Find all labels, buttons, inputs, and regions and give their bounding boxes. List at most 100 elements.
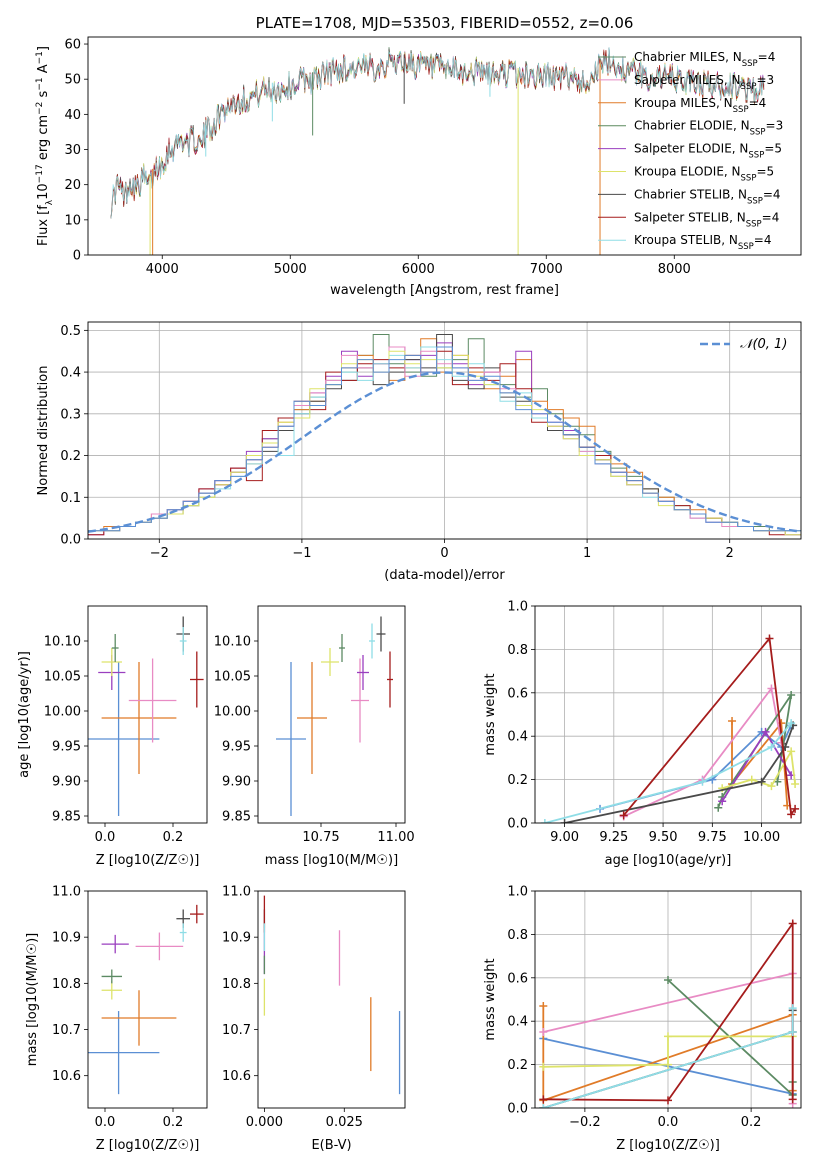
x-tick-label: 5000 (274, 262, 307, 277)
legend-label-sub: SSP (742, 59, 758, 69)
mass-weight-vs-age-panel: 9.00 9.25 9.50 9.75 10.00 0.0 0.2 0.4 0.6 0.8 1.0 a… (483, 600, 802, 868)
y-tick-label: 1.0 (507, 600, 528, 615)
x-tick-label: 6000 (402, 262, 435, 277)
legend-label: Kroupa MILES, NSSP=4 (634, 96, 766, 115)
y-tick-label: 0.0 (60, 533, 81, 548)
y-tick-label: 0.2 (507, 1058, 528, 1073)
y-tick-label: 0.8 (507, 643, 528, 658)
y-tick-label: 10.05 (214, 670, 251, 685)
legend-label-main: Salpeter ELODIE, N (634, 142, 748, 156)
y-axis-label: mass weight (483, 958, 498, 1040)
errorbar-plot-area (88, 616, 204, 816)
weight-marker (791, 779, 800, 788)
x-tick-label: 2 (726, 546, 734, 561)
spectrum-panel: 4000 5000 6000 7000 8000 0 10 20 30 40 50 60 PLATE=1… (35, 14, 802, 298)
weight-marker (765, 634, 774, 643)
legend-label: Kroupa ELODIE, NSSP=5 (634, 165, 774, 184)
legend-label-sub: SSP (746, 219, 762, 229)
y-tick-label: 10.9 (222, 931, 251, 946)
x-axis-label: Z [log10(Z/Z☉)] (96, 1138, 200, 1153)
y-tick-label: 0.8 (507, 928, 528, 943)
mass-vs-EBV-panel: 0.000 0.025 10.6 10.7 10.8 10.9 11.0 E(B-V) (222, 885, 406, 1153)
weight-marker (539, 1104, 548, 1108)
x-axis-label: E(B-V) (311, 1138, 351, 1153)
gaussian-curve (88, 371, 801, 533)
axes-frame (87, 605, 208, 824)
legend-label-sub: SSP (747, 196, 763, 206)
legend-label-main: Kroupa STELIB, N (634, 233, 738, 247)
spectrum-line (110, 47, 765, 219)
y-tick-label: 10 (64, 213, 81, 228)
x-axis-label: wavelength [Angstrom, rest frame] (330, 283, 559, 298)
x-tick-label: 0.000 (246, 1115, 283, 1130)
legend-label-end: =5 (764, 142, 782, 156)
x-tick-label: 4000 (146, 262, 179, 277)
legend-label-main: Chabrier ELODIE, N (634, 119, 750, 133)
x-axis-label: (data-model)/error (384, 568, 505, 583)
legend-label-main: Kroupa ELODIE, N (634, 165, 741, 179)
legend-label-sub: SSP (748, 151, 764, 161)
weight-marker (539, 1028, 548, 1037)
x-tick-label: 7000 (530, 262, 563, 277)
y-tick-label: 1.0 (507, 885, 528, 900)
axes-frame (87, 890, 208, 1109)
weight-line (564, 725, 794, 823)
weight-marker (714, 803, 723, 812)
legend-label: Chabrier MILES, NSSP=4 (634, 50, 775, 69)
legend-label: Chabrier STELIB, NSSP=4 (634, 187, 781, 206)
weight-plot-area (540, 634, 800, 823)
x-tick-label: 1 (583, 546, 591, 561)
y-axis-label: Flux [fλ10−17 erg cm−2 s−1 A−1] (35, 46, 55, 246)
y-axis-label: Normed distribution (36, 366, 51, 496)
legend-label-end: =5 (756, 165, 774, 179)
axes-frame (257, 605, 406, 824)
y-tick-label: 10.7 (222, 1023, 251, 1038)
x-tick-label: 0.2 (163, 1115, 184, 1130)
y-tick-label: 60 (64, 38, 81, 53)
y-tick-label: 0.4 (507, 1015, 528, 1030)
y-tick-label: 9.85 (52, 810, 81, 825)
weight-marker (698, 777, 707, 786)
legend-label-end: =4 (763, 187, 781, 201)
axes-frame (257, 890, 406, 1109)
x-tick-label: 9.75 (698, 830, 727, 845)
y-axis-label: mass weight (483, 673, 498, 755)
y-tick-label: 0.1 (60, 491, 81, 506)
y-tick-label: 10.10 (44, 635, 81, 650)
y-tick-label: 11.0 (52, 885, 81, 900)
weight-marker (791, 804, 800, 813)
legend-label-end: =4 (749, 96, 767, 110)
legend-label: Salpeter ELODIE, NSSP=5 (634, 142, 782, 161)
y-tick-label: 11.0 (222, 885, 251, 900)
legend-label-main: Kroupa MILES, N (634, 96, 733, 110)
axes-frame (87, 36, 802, 256)
x-tick-label: 0.2 (163, 830, 184, 845)
x-tick-label: 9.25 (599, 830, 628, 845)
x-tick-label: 9.00 (550, 830, 579, 845)
y-tick-label: 10.8 (52, 977, 81, 992)
y-tick-label: 0.6 (507, 686, 528, 701)
legend-label: Chabrier ELODIE, NSSP=3 (634, 119, 783, 138)
weight-marker (619, 811, 628, 820)
weight-marker (747, 775, 756, 784)
weight-marker (767, 684, 776, 693)
errorbar-plot-area (276, 616, 393, 816)
chart-title: PLATE=1708, MJD=53503, FIBERID=0552, z=0… (256, 14, 634, 32)
y-tick-label: 9.95 (52, 740, 81, 755)
legend-label-sub: SSP (738, 242, 754, 252)
weight-marker (788, 1004, 797, 1013)
axes-frame (534, 605, 802, 824)
age-vs-Z-panel: 0.0 0.2 9.85 9.90 9.95 10.00 10.05 10.10 Z [log1… (17, 605, 208, 868)
y-tick-label: 20 (64, 178, 81, 193)
weight-marker (767, 743, 776, 752)
legend-label-end: =4 (758, 50, 776, 64)
histogram-step (88, 346, 801, 532)
weight-marker (664, 975, 672, 984)
legend-label-sub: SSP (750, 128, 766, 138)
residuals-panel: −2 −1 0 1 2 0.0 0.1 0.2 0.3 0.4 0.5 (data-model)/er… (36, 321, 802, 583)
y-tick-label: 10.00 (214, 705, 251, 720)
x-tick-label: 11.00 (377, 830, 414, 845)
y-axis-label: age [log10(age/yr)] (17, 651, 32, 778)
y-tick-label: 0 (73, 249, 81, 264)
